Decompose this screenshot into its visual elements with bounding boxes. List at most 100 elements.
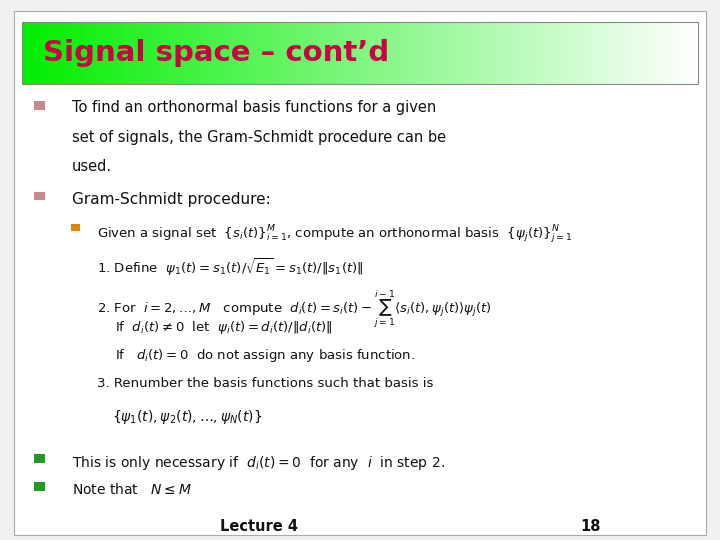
- Bar: [382, 22, 385, 84]
- Bar: [166, 22, 169, 84]
- Bar: [651, 22, 654, 84]
- Bar: [412, 22, 415, 84]
- Bar: [513, 22, 516, 84]
- Text: 3. Renumber the basis functions such that basis is: 3. Renumber the basis functions such tha…: [97, 377, 433, 390]
- Bar: [649, 22, 652, 84]
- Bar: [452, 22, 456, 84]
- Bar: [189, 22, 192, 84]
- Bar: [297, 22, 300, 84]
- Bar: [290, 22, 293, 84]
- Bar: [279, 22, 282, 84]
- Bar: [644, 22, 647, 84]
- Bar: [55, 22, 58, 84]
- Bar: [76, 22, 78, 84]
- Bar: [466, 22, 469, 84]
- Bar: [502, 22, 505, 84]
- Bar: [69, 22, 72, 84]
- Bar: [308, 22, 311, 84]
- Bar: [403, 22, 406, 84]
- Bar: [507, 22, 510, 84]
- Bar: [85, 22, 88, 84]
- Bar: [583, 22, 586, 84]
- Bar: [304, 22, 307, 84]
- Bar: [326, 22, 329, 84]
- Bar: [606, 22, 609, 84]
- Bar: [328, 22, 331, 84]
- Bar: [125, 22, 128, 84]
- Bar: [324, 22, 327, 84]
- Text: If  $d_i(t) \neq 0$  let  $\psi_i(t) = d_i(t)/\|d_i(t)\|$: If $d_i(t) \neq 0$ let $\psi_i(t) = d_i(…: [115, 319, 333, 336]
- Bar: [148, 22, 151, 84]
- Bar: [200, 22, 203, 84]
- Bar: [294, 22, 297, 84]
- Bar: [37, 22, 40, 84]
- Bar: [71, 22, 74, 84]
- Bar: [51, 22, 54, 84]
- Bar: [531, 22, 534, 84]
- Bar: [163, 22, 167, 84]
- Bar: [60, 22, 63, 84]
- Bar: [80, 22, 84, 84]
- Bar: [441, 22, 444, 84]
- Bar: [306, 22, 309, 84]
- Bar: [376, 22, 379, 84]
- Bar: [333, 22, 336, 84]
- Bar: [683, 22, 685, 84]
- Bar: [143, 22, 146, 84]
- Bar: [197, 22, 201, 84]
- Bar: [346, 22, 349, 84]
- Bar: [322, 22, 325, 84]
- Bar: [299, 22, 302, 84]
- Bar: [545, 22, 548, 84]
- Bar: [348, 22, 351, 84]
- Bar: [428, 22, 431, 84]
- Bar: [220, 22, 223, 84]
- Text: 2. For  $i = 2,\ldots,M$   compute  $d_i(t) = s_i(t) - \sum_{j=1}^{i-1}\langle s: 2. For $i = 2,\ldots,M$ compute $d_i(t) …: [97, 288, 492, 329]
- Bar: [312, 22, 315, 84]
- Bar: [459, 22, 462, 84]
- Bar: [473, 22, 476, 84]
- Bar: [426, 22, 428, 84]
- Bar: [263, 22, 266, 84]
- Bar: [462, 22, 464, 84]
- Bar: [83, 22, 86, 84]
- Bar: [655, 22, 659, 84]
- Bar: [317, 22, 320, 84]
- Bar: [475, 22, 478, 84]
- Bar: [671, 22, 675, 84]
- Bar: [410, 22, 413, 84]
- Bar: [112, 22, 114, 84]
- Bar: [209, 22, 212, 84]
- Bar: [601, 22, 604, 84]
- Bar: [105, 22, 108, 84]
- Bar: [608, 22, 611, 84]
- Text: Signal space – cont’d: Signal space – cont’d: [43, 39, 390, 67]
- Bar: [384, 22, 388, 84]
- Bar: [130, 22, 133, 84]
- Text: Gram-Schmidt procedure:: Gram-Schmidt procedure:: [72, 192, 271, 207]
- Bar: [380, 22, 383, 84]
- Bar: [22, 22, 24, 84]
- Bar: [518, 22, 521, 84]
- Bar: [351, 22, 354, 84]
- Bar: [414, 22, 417, 84]
- Bar: [595, 22, 598, 84]
- Bar: [635, 22, 638, 84]
- Bar: [31, 22, 34, 84]
- Bar: [145, 22, 148, 84]
- Bar: [186, 22, 189, 84]
- Bar: [240, 22, 243, 84]
- Bar: [471, 22, 474, 84]
- Bar: [500, 22, 503, 84]
- Bar: [46, 22, 50, 84]
- Bar: [159, 22, 162, 84]
- Bar: [87, 22, 90, 84]
- Bar: [509, 22, 512, 84]
- Bar: [599, 22, 602, 84]
- Bar: [175, 22, 178, 84]
- Bar: [621, 22, 625, 84]
- Bar: [272, 22, 275, 84]
- Bar: [554, 22, 557, 84]
- Bar: [430, 22, 433, 84]
- Bar: [202, 22, 205, 84]
